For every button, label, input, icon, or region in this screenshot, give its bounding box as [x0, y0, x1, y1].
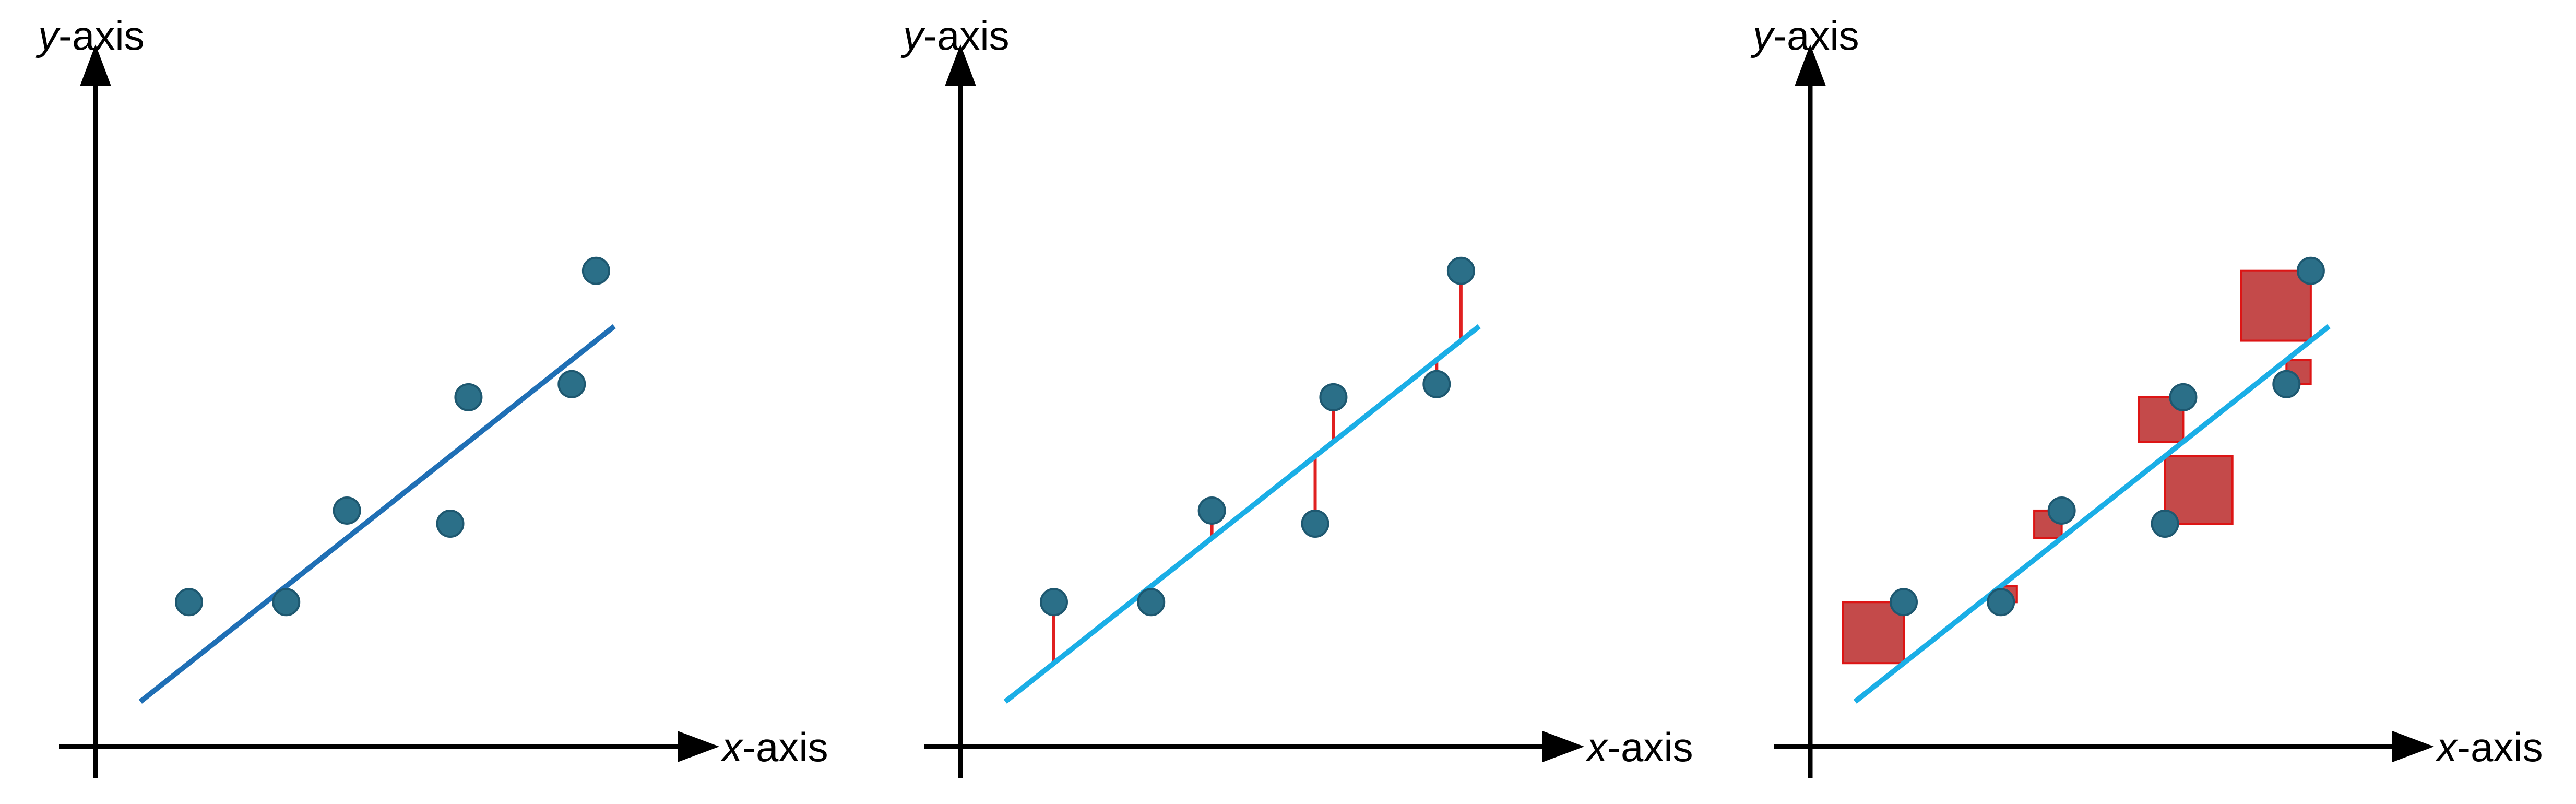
- data-point-2: [1987, 588, 2015, 617]
- data-point-6: [2272, 370, 2301, 398]
- x-axis-label: x-axis: [2435, 724, 2543, 770]
- squared-residual-4: [2164, 455, 2234, 525]
- data-point-4: [2151, 510, 2179, 538]
- x-axis-label: x-axis: [1585, 724, 1693, 770]
- y-axis-label: y-axis: [900, 13, 1010, 58]
- data-point-6: [1422, 370, 1451, 398]
- data-point-1: [1040, 588, 1068, 617]
- data-point-6: [557, 370, 586, 398]
- data-point-7: [1446, 256, 1475, 285]
- data-point-5: [1319, 383, 1348, 411]
- regression-line: [1003, 324, 1481, 704]
- data-point-4: [1301, 510, 1329, 538]
- data-point-1: [175, 588, 203, 617]
- x-axis-label: x-axis: [720, 724, 828, 770]
- data-point-1: [1890, 588, 1918, 617]
- data-point-5: [2169, 383, 2198, 411]
- data-point-4: [436, 510, 465, 538]
- data-point-3: [1197, 496, 1226, 525]
- data-point-3: [333, 496, 361, 525]
- regression-line: [1853, 324, 2331, 704]
- data-point-2: [272, 588, 301, 617]
- data-point-2: [1137, 588, 1166, 617]
- panel-residuals: y-axis x-axis: [900, 13, 1693, 778]
- data-point-3: [2047, 496, 2076, 525]
- y-axis-label: y-axis: [35, 13, 145, 58]
- y-axis-label: y-axis: [1750, 13, 1859, 58]
- data-point-7: [2296, 256, 2325, 285]
- data-point-7: [581, 256, 610, 285]
- squared-residual-1: [1842, 601, 1905, 665]
- data-point-5: [454, 383, 483, 411]
- squared-residual-7: [2240, 269, 2312, 342]
- regression-line: [138, 324, 616, 704]
- panel-squared-residuals: y-axis x-axis: [1750, 13, 2543, 778]
- panel-scatter-with-fit: y-axis x-axis: [35, 13, 828, 778]
